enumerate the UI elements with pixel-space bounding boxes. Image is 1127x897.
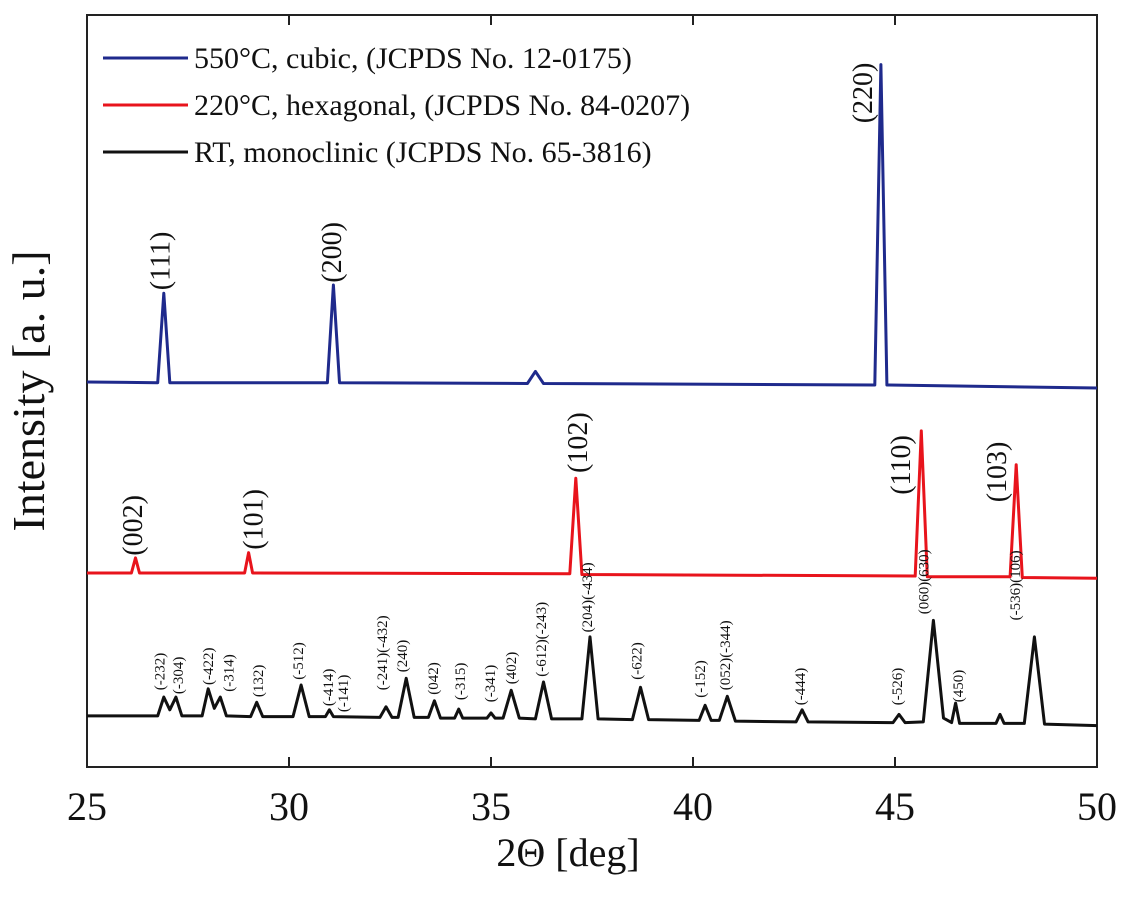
peak-label: (103) <box>982 442 1013 503</box>
legend-label: RT, monoclinic (JCPDS No. 65-3816) <box>194 136 652 169</box>
peak-label: (042) <box>426 662 442 695</box>
peak-label: (052)(-344) <box>718 620 734 690</box>
peak-label: (111) <box>146 232 177 291</box>
peak-label: (-304) <box>171 657 187 695</box>
peak-label: (204)(-434) <box>580 562 596 632</box>
peak-label: (-422) <box>201 648 217 686</box>
peak-label: (450) <box>951 670 967 703</box>
peak-label: (-141) <box>336 675 352 713</box>
peak-label: (101) <box>239 489 270 550</box>
peak-label: (-232) <box>153 653 169 691</box>
x-tick-label: 25 <box>67 784 107 829</box>
series-line <box>87 618 1098 728</box>
peak-label: (102) <box>563 412 594 473</box>
peak-label: (-622) <box>629 642 645 680</box>
peak-label: (-315) <box>453 663 469 701</box>
peak-label: (-526) <box>890 668 906 706</box>
series-line <box>86 63 1098 390</box>
peak-label: (-612)(-243) <box>534 602 550 677</box>
peak-label: (220) <box>848 63 879 124</box>
y-axis-title: Intensity [a. u.] <box>3 250 54 531</box>
peak-label: (002) <box>118 495 149 556</box>
plot-frame <box>86 14 1098 768</box>
x-tick-label: 40 <box>673 784 713 829</box>
peak-label: (-341) <box>483 665 499 703</box>
legend-label: 550°C, cubic, (JCPDS No. 12-0175) <box>194 42 632 75</box>
peak-label: (-152) <box>693 660 709 698</box>
x-tick-label: 45 <box>875 784 915 829</box>
peak-label: (060)(630) <box>916 549 932 614</box>
peak-label: (-536)(106) <box>1008 550 1024 620</box>
x-tick-label: 50 <box>1077 784 1117 829</box>
peak-label: (110) <box>886 435 917 495</box>
peak-label: (-241)(-432) <box>375 615 391 690</box>
peak-label: (-414) <box>321 669 337 707</box>
peak-label: (200) <box>317 222 348 283</box>
series-line <box>87 429 1098 580</box>
peak-label: (-512) <box>291 642 307 680</box>
legend-label: 220°C, hexagonal, (JCPDS No. 84-0207) <box>194 89 690 122</box>
x-tick-label: 30 <box>269 784 309 829</box>
x-axis-title: 2Θ [deg] <box>496 830 639 875</box>
peak-label: (-314) <box>221 654 237 692</box>
peak-label: (132) <box>251 665 267 698</box>
x-tick-label: 35 <box>471 784 511 829</box>
peak-label: (-444) <box>793 668 809 706</box>
peak-label: (402) <box>504 652 520 685</box>
peak-label: (240) <box>395 640 411 673</box>
